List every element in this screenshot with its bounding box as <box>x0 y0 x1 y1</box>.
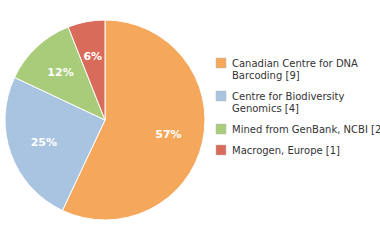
legend-label: Macrogen, Europe [1] <box>232 145 340 156</box>
legend-label-line: Barcoding [9] <box>232 70 300 81</box>
legend-swatch <box>216 124 226 134</box>
legend-label-line: Genomics [4] <box>232 103 299 114</box>
legend-label-line: Canadian Centre for DNA <box>232 58 358 69</box>
data-label: 6% <box>83 50 102 63</box>
legend-swatch <box>216 145 226 155</box>
pie <box>5 20 205 220</box>
pie-slice <box>68 20 105 120</box>
legend-label-line: Centre for Biodiversity <box>232 91 345 102</box>
legend-label: Centre for BiodiversityGenomics [4] <box>232 91 345 114</box>
data-label: 57% <box>155 128 181 141</box>
chart-container: 57% 25% 12% 6% Canadian Centre for DNABarcod… <box>0 0 380 240</box>
legend-swatch <box>216 58 226 68</box>
data-labels: 57% 25% 12% 6% <box>31 50 182 149</box>
chart: 57% 25% 12% 6% Canadian Centre for DNABarcod… <box>0 0 380 240</box>
legend-label-line: Mined from GenBank, NCBI [2] <box>232 124 380 135</box>
legend-label: Canadian Centre for DNABarcoding [9] <box>232 58 358 81</box>
legend-label-line: Macrogen, Europe [1] <box>232 145 340 156</box>
legend: Canadian Centre for DNABarcoding [9] Cent… <box>216 58 380 156</box>
data-label: 12% <box>47 66 73 79</box>
data-label: 25% <box>31 136 57 149</box>
legend-swatch <box>216 91 226 101</box>
legend-label: Mined from GenBank, NCBI [2] <box>232 124 380 135</box>
